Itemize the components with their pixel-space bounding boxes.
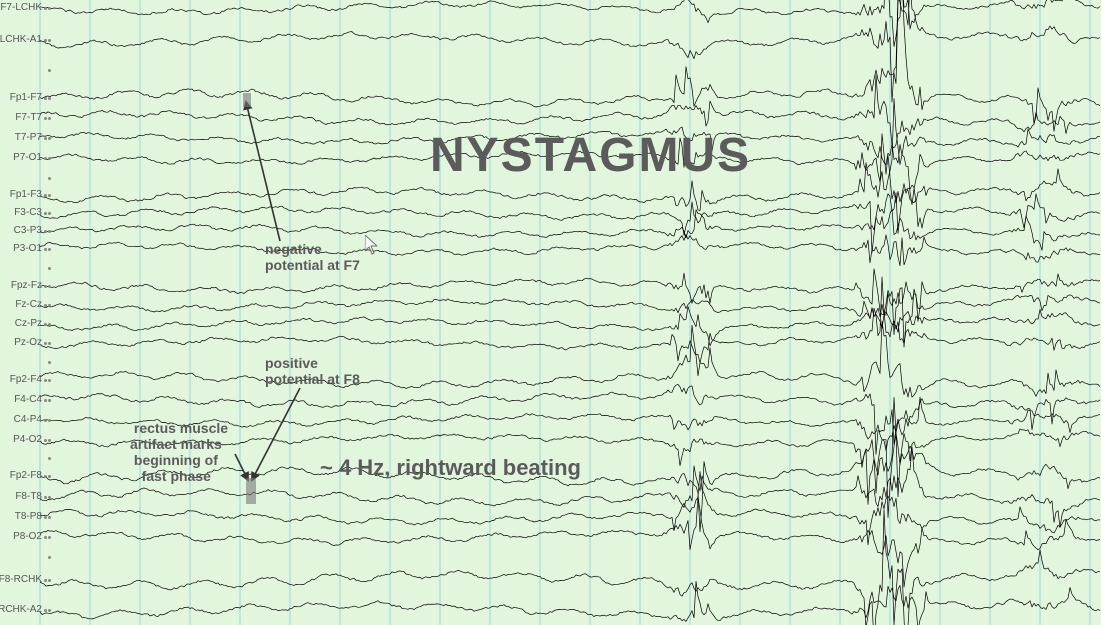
channel-dot (48, 399, 51, 402)
channel-label-F3-C3: F3-C3 (0, 207, 42, 218)
channel-dot (44, 323, 47, 326)
channel-dot (48, 419, 51, 422)
channel-dot (48, 39, 51, 42)
channel-dot (44, 39, 47, 42)
channel-label-RCHK-A2: RCHK-A2 (0, 604, 42, 615)
channel-dot (48, 137, 51, 140)
channel-dot (48, 475, 51, 478)
channel-dot (44, 137, 47, 140)
marker-f8 (246, 478, 256, 504)
channel-dot (48, 361, 51, 364)
channel-label-Fz-Cz: Fz-Cz (0, 299, 42, 310)
channel-label-LCHK-A1: LCHK-A1 (0, 34, 42, 45)
channel-dot (48, 342, 51, 345)
channel-label-C4-P4: C4-P4 (0, 414, 42, 425)
channel-dot (44, 439, 47, 442)
channel-dot (48, 230, 51, 233)
eeg-viewport[interactable]: F7-LCHK LCHK-A1 Fp1-F7 F7-T7 T7-P7 P7-O1 Fp1-F… (0, 0, 1101, 625)
channel-label-C3-P3: C3-P3 (0, 225, 42, 236)
channel-dot (48, 194, 51, 197)
channel-dot (44, 117, 47, 120)
channel-label-Fpz-Fz: Fpz-Fz (0, 280, 42, 291)
channel-dot (44, 536, 47, 539)
marker-f7 (243, 93, 251, 107)
channel-dot (48, 457, 51, 460)
channel-dot (44, 399, 47, 402)
channel-dot (44, 579, 47, 582)
channel-dot (44, 212, 47, 215)
channel-dot (48, 516, 51, 519)
channel-dot (44, 304, 47, 307)
channel-label-Cz-Pz: Cz-Pz (0, 318, 42, 329)
channel-dot (48, 212, 51, 215)
channel-label-F7-LCHK: F7-LCHK (0, 2, 42, 13)
channel-dot (44, 7, 47, 10)
channel-label-P7-O1: P7-O1 (0, 152, 42, 163)
channel-dot (44, 475, 47, 478)
channel-dot (48, 536, 51, 539)
channel-dot (48, 323, 51, 326)
channel-label-Fp1-F7: Fp1-F7 (0, 92, 42, 103)
channel-dot (44, 342, 47, 345)
channel-label-Pz-Oz: Pz-Oz (0, 337, 42, 348)
channel-dot (48, 609, 51, 612)
channel-label-P8-O2: P8-O2 (0, 531, 42, 542)
channel-label-P3-O1: P3-O1 (0, 243, 42, 254)
channel-label-F4-C4: F4-C4 (0, 394, 42, 405)
channel-dot (48, 496, 51, 499)
channel-label-Fp1-F3: Fp1-F3 (0, 189, 42, 200)
channel-dot (44, 516, 47, 519)
channel-label-T7-P7: T7-P7 (0, 132, 42, 143)
channel-dot (44, 230, 47, 233)
channel-label-Fp2-F8: Fp2-F8 (0, 470, 42, 481)
channel-label-F8-T8: F8-T8 (0, 491, 42, 502)
channel-dot (44, 157, 47, 160)
channel-dot (44, 248, 47, 251)
channel-dot (44, 419, 47, 422)
channel-dot (44, 609, 47, 612)
channel-dot (44, 285, 47, 288)
channel-label-F8-RCHK: F8-RCHK (0, 574, 42, 585)
channel-label-T8-P8: T8-P8 (0, 511, 42, 522)
channel-dot (48, 379, 51, 382)
channel-dot (44, 379, 47, 382)
channel-dot (48, 579, 51, 582)
channel-label-F7-T7: F7-T7 (0, 112, 42, 123)
channel-dot (48, 69, 51, 72)
channel-dot (48, 267, 51, 270)
channel-dot (48, 439, 51, 442)
channel-dot (44, 496, 47, 499)
eeg-plot (0, 0, 1101, 625)
channel-label-P4-O2: P4-O2 (0, 434, 42, 445)
channel-dot (48, 248, 51, 251)
channel-dot (48, 556, 51, 559)
channel-dot (48, 97, 51, 100)
channel-dot (48, 285, 51, 288)
channel-dot (48, 304, 51, 307)
channel-dot (48, 177, 51, 180)
channel-dot (44, 194, 47, 197)
channel-label-Fp2-F4: Fp2-F4 (0, 374, 42, 385)
channel-dot (48, 157, 51, 160)
channel-dot (48, 7, 51, 10)
channel-dot (44, 97, 47, 100)
channel-dot (48, 117, 51, 120)
